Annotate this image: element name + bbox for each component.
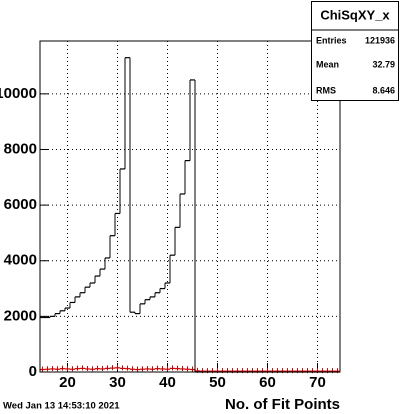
x-tick-label: 20 [59, 374, 76, 391]
x-axis-title: No. of Fit Points [225, 396, 340, 413]
stats-value: 121936 [365, 35, 395, 45]
stats-label: Entries [316, 35, 347, 45]
x-tick-label: 60 [259, 374, 276, 391]
stats-label: RMS [316, 85, 336, 95]
y-tick-label: 0 [29, 363, 37, 380]
stats-title: ChiSqXY_x [320, 7, 390, 22]
y-tick-label: 2000 [4, 307, 37, 324]
stats-value: 32.79 [372, 59, 395, 69]
x-tick-label: 40 [159, 374, 176, 391]
x-tick-label: 50 [209, 374, 226, 391]
x-tick-label: 30 [109, 374, 126, 391]
x-tick-label: 70 [309, 374, 326, 391]
stats-box [311, 1, 399, 101]
stats-value: 8.646 [372, 85, 395, 95]
y-tick-label: 8000 [4, 140, 37, 157]
y-tick-label: 6000 [4, 196, 37, 213]
y-tick-label: 10000 [0, 85, 37, 102]
y-tick-label: 4000 [4, 252, 37, 269]
stats-label: Mean [316, 59, 339, 69]
timestamp: Wed Jan 13 14:53:10 2021 [3, 401, 120, 412]
plot-frame [39, 40, 341, 373]
